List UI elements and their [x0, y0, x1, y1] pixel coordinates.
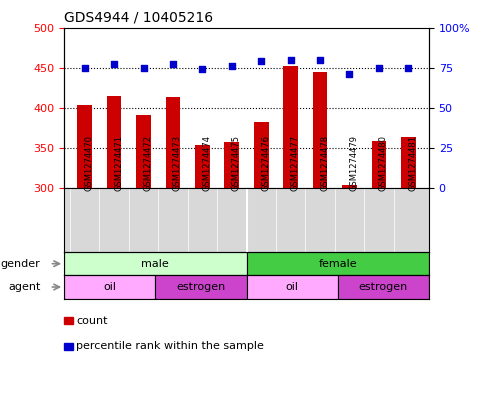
Text: count: count [76, 316, 108, 326]
Bar [224, 142, 239, 188]
Point [404, 64, 412, 71]
Bar [372, 141, 386, 188]
Text: GSM1274473: GSM1274473 [173, 135, 182, 191]
Bar [107, 95, 121, 188]
Text: estrogen: estrogen [176, 282, 225, 292]
Text: GSM1274470: GSM1274470 [85, 135, 94, 191]
Point [257, 58, 265, 64]
Text: GSM1274472: GSM1274472 [143, 135, 152, 191]
Text: GDS4944 / 10405216: GDS4944 / 10405216 [64, 11, 213, 25]
Text: GSM1274479: GSM1274479 [350, 135, 358, 191]
Bar [401, 138, 416, 188]
Bar [64, 275, 155, 299]
Point [198, 66, 206, 72]
Text: oil: oil [103, 282, 116, 292]
Text: GSM1274475: GSM1274475 [232, 135, 241, 191]
Text: percentile rank within the sample: percentile rank within the sample [76, 341, 264, 351]
Text: GSM1274471: GSM1274471 [114, 135, 123, 191]
Point [316, 57, 324, 63]
Text: oil: oil [285, 282, 299, 292]
Bar [136, 115, 151, 188]
Point [375, 64, 383, 71]
Point [346, 71, 353, 77]
Bar [155, 275, 246, 299]
Text: GSM1274476: GSM1274476 [261, 135, 270, 191]
Bar [254, 122, 269, 188]
Point [81, 64, 89, 71]
Bar [246, 252, 429, 275]
Text: GSM1274474: GSM1274474 [202, 135, 211, 191]
Text: GSM1274480: GSM1274480 [379, 135, 388, 191]
Text: estrogen: estrogen [359, 282, 408, 292]
Point [110, 61, 118, 68]
Text: male: male [141, 259, 169, 269]
Bar [166, 97, 180, 188]
Point [140, 64, 147, 71]
Bar [77, 105, 92, 188]
Text: agent: agent [8, 282, 40, 292]
Bar [246, 275, 338, 299]
Text: GSM1274477: GSM1274477 [291, 135, 300, 191]
Text: gender: gender [0, 259, 40, 269]
Point [169, 61, 177, 68]
Point [287, 57, 295, 63]
Bar [313, 72, 327, 188]
Bar [283, 66, 298, 188]
Bar [338, 275, 429, 299]
Text: female: female [318, 259, 357, 269]
Text: GSM1274481: GSM1274481 [408, 135, 417, 191]
Text: GSM1274478: GSM1274478 [320, 135, 329, 191]
Point [228, 63, 236, 69]
Bar [195, 145, 210, 188]
Bar [342, 185, 357, 188]
Bar [64, 252, 246, 275]
